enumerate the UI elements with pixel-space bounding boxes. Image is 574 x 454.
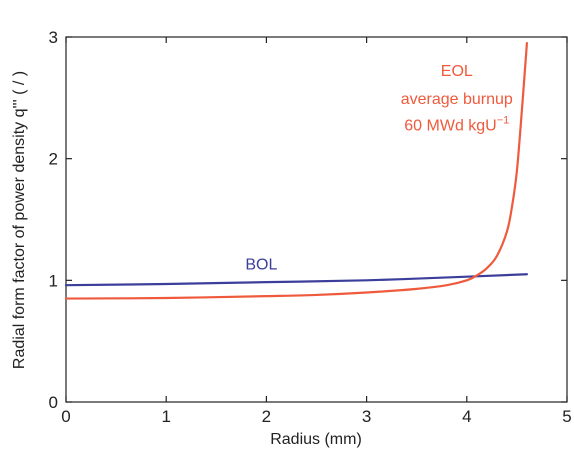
y-tick-label: 2 bbox=[49, 150, 58, 169]
tick-label-group: 0 1 2 3 4 5 0 1 2 3 bbox=[49, 28, 572, 426]
annotation-text: BOL bbox=[245, 256, 277, 273]
x-tick-label: 1 bbox=[161, 407, 170, 426]
series-line-bol bbox=[64, 273, 529, 287]
annotation-group: BOL EOL average burnup 60 MWd kgU−1 bbox=[245, 63, 513, 273]
y-tick-label: 0 bbox=[49, 393, 58, 412]
x-tick-label: 4 bbox=[462, 407, 471, 426]
plot-frame bbox=[65, 36, 568, 403]
x-tick-label: 0 bbox=[61, 407, 70, 426]
annotation-text: 60 MWd kgU bbox=[404, 118, 496, 135]
annotation-label: 60 MWd kgU−1 bbox=[404, 115, 509, 135]
series-line-eol bbox=[64, 41, 529, 300]
y-axis-label: Radial form factor of power density q'''… bbox=[11, 71, 28, 369]
x-tick-label: 2 bbox=[262, 407, 271, 426]
annotation-text: EOL bbox=[441, 63, 473, 80]
y-tick-label: 1 bbox=[49, 271, 58, 290]
series-group bbox=[64, 41, 529, 300]
x-tick-label: 5 bbox=[562, 407, 571, 426]
annotation-superscript: −1 bbox=[497, 115, 510, 127]
x-axis-label: Radius (mm) bbox=[270, 431, 362, 448]
annotation-label: average burnup bbox=[401, 91, 513, 108]
annotation-label: BOL bbox=[245, 256, 277, 273]
x-tick-label: 3 bbox=[362, 407, 371, 426]
annotation-text: average burnup bbox=[401, 91, 513, 108]
annotation-label: EOL bbox=[441, 63, 473, 80]
tick-group bbox=[65, 36, 568, 403]
y-tick-label: 3 bbox=[49, 28, 58, 47]
